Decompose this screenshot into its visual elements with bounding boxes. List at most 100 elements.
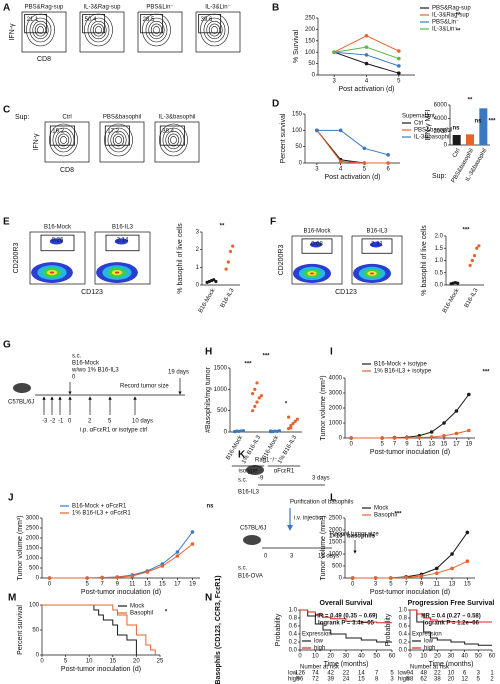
contour: [153, 26, 160, 34]
data-point: [397, 49, 401, 53]
data-point: [190, 542, 195, 546]
axis-label: Post-tumor inoculation (d): [370, 449, 450, 456]
y-tick-label: 3000: [329, 391, 343, 397]
data-point: [251, 409, 255, 413]
data-point: [404, 575, 408, 580]
x-tick-label: 19: [189, 582, 196, 588]
panel-label: B: [272, 3, 279, 14]
plot-frame: [351, 235, 403, 285]
data-point: [47, 576, 52, 580]
axis-label: CD123: [81, 289, 103, 296]
panel-label: H: [205, 347, 212, 358]
panel-label: A: [3, 3, 10, 14]
schematic-text: 0: [264, 554, 268, 560]
y-tick-label: 0.6: [399, 624, 408, 630]
bar: [452, 135, 461, 145]
panel-label: K: [238, 450, 246, 461]
data-point: [350, 576, 355, 580]
plot-frame: [94, 231, 151, 285]
annotation: **: [220, 224, 225, 230]
schematic-text: Record tumor size: [330, 532, 379, 538]
gate: [24, 13, 48, 34]
annotation: ***: [462, 228, 470, 234]
y-tick-label: 2500: [329, 516, 343, 522]
plot-frame: [154, 121, 200, 163]
axis-label: Post-tumor inoculation (d): [81, 589, 161, 596]
axis-label: Tumor volume (mm³): [320, 515, 327, 580]
y-tick-label: 100: [29, 603, 40, 609]
series-line: [49, 531, 193, 579]
contour: [55, 130, 72, 150]
data-point: [465, 530, 470, 535]
density: [49, 271, 55, 274]
risk-value: 3: [477, 671, 481, 677]
data-point: [386, 161, 390, 165]
schematic-text: 3 days: [312, 476, 330, 482]
axis-label: IFN-γ: [33, 133, 40, 151]
contour: [150, 23, 163, 37]
x-tick-label: 15: [464, 582, 471, 588]
contour: [87, 17, 110, 43]
legend-label: Basophil: [130, 611, 153, 617]
gate-value: 17.2: [107, 129, 119, 135]
schematic-text: C57BL/6J: [240, 526, 266, 532]
y-tick-label: 0.4: [399, 632, 408, 638]
y-tick-label: 6000: [434, 103, 448, 109]
plot-frame: [21, 11, 67, 53]
schematic-text: Rag1⁻/⁻: [255, 458, 277, 464]
density: [370, 241, 382, 248]
y-tick-label: 250: [305, 16, 316, 22]
panel-label: N: [205, 593, 212, 604]
data-point: [160, 564, 165, 568]
contour: [112, 133, 125, 147]
y-tick-label: 0: [299, 161, 303, 167]
gate: [49, 125, 75, 146]
data-point: [470, 258, 474, 263]
mouse-icon: [246, 465, 264, 475]
annotation: ***: [262, 354, 270, 360]
y-tick-label: 1.0: [435, 258, 444, 264]
gate: [40, 234, 75, 252]
data-point: [468, 263, 472, 267]
data-point: [429, 430, 434, 434]
x-tick-label: 10: [312, 654, 319, 660]
survival-curve: [42, 604, 156, 655]
data-point: [362, 146, 367, 151]
data-point: [434, 571, 439, 575]
y-tick-label: 0.0: [289, 648, 298, 654]
y-tick-label: 1.5: [435, 246, 444, 252]
risk-value: 1: [490, 671, 494, 677]
y-tick-label: 3000: [26, 516, 40, 522]
data-point: [175, 550, 180, 554]
annotation: **: [456, 29, 461, 35]
risk-value: 3: [390, 677, 394, 683]
series-line: [49, 543, 193, 579]
schematic-text: B16-Mock: [72, 361, 100, 367]
x-tick-label: 20: [133, 659, 140, 665]
x-tick-label: 13: [449, 582, 456, 588]
risk-value: 38: [434, 677, 441, 683]
contour: [52, 127, 75, 153]
contour: [110, 130, 127, 150]
survival-curve: [300, 609, 392, 624]
axis-label: Probability: [275, 613, 282, 646]
annotation: HR = 0.49 (0.35 – 0.69): [315, 614, 378, 620]
schematic-text: Purification of basophils: [290, 500, 353, 506]
annotation: ns: [474, 119, 482, 125]
data-point: [364, 33, 369, 38]
data-point: [231, 244, 235, 248]
x-tick-label: 5: [380, 442, 384, 448]
y-tick-label: 2000: [329, 406, 343, 412]
x-tick-label: 9: [405, 442, 409, 448]
y-tick-label: 2: [196, 247, 200, 253]
contour: [107, 127, 130, 153]
y-tick-label: 1500: [26, 546, 40, 552]
data-point: [467, 392, 471, 397]
y-tick-label: 500: [332, 564, 343, 570]
plot-title: PBS&Lin⁻: [146, 5, 173, 11]
axis-label: CD200R3: [278, 245, 285, 276]
risk-label: high: [288, 677, 299, 683]
x-tick-label: 17: [453, 442, 460, 448]
schematic-text: i.p. αFcεR1 or isotype ctrl: [80, 428, 148, 434]
y-tick-label: 50: [32, 628, 39, 634]
